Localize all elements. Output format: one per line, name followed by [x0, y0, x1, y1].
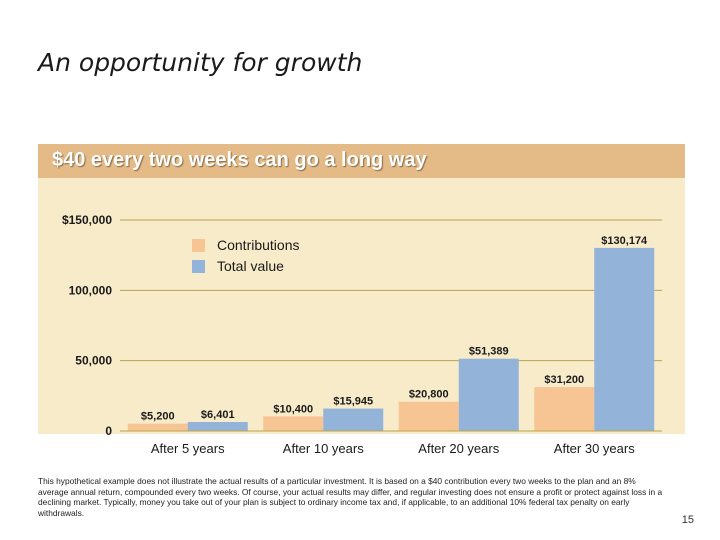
page-number: 15	[681, 514, 694, 526]
bar	[458, 358, 519, 431]
bar	[323, 408, 384, 431]
data-label: $10,400	[273, 403, 313, 415]
bar	[534, 387, 595, 431]
chart-title: $40 every two weeks can go a long way	[52, 149, 427, 171]
data-label: $15,945	[333, 396, 373, 408]
y-tick-label: 50,000	[75, 354, 112, 368]
data-label: $51,389	[469, 346, 509, 358]
bar	[398, 401, 459, 431]
y-tick-label: $150,000	[62, 213, 112, 227]
slide-title: An opportunity for growth	[38, 48, 363, 77]
y-tick-label: 0	[105, 424, 112, 438]
data-label: $5,200	[141, 411, 175, 423]
bar	[187, 421, 248, 431]
data-label: $130,174	[601, 235, 648, 247]
chart-banner: $40 every two weeks can go a long way	[38, 144, 685, 178]
x-tick-label: After 30 years	[554, 441, 635, 456]
data-label: $20,800	[409, 389, 449, 401]
x-tick-label: After 20 years	[418, 441, 499, 456]
legend-swatch	[192, 239, 205, 252]
y-tick-label: 100,000	[69, 283, 113, 297]
chart-panel: $40 every two weeks can go a long way	[38, 144, 685, 434]
x-tick-label: After 10 years	[283, 441, 364, 456]
legend-swatch	[192, 260, 205, 273]
legend-label: Total value	[217, 258, 284, 274]
data-label: $6,401	[201, 409, 235, 421]
bar	[127, 423, 188, 431]
bar	[594, 247, 655, 431]
disclaimer-text: This hypothetical example does not illus…	[38, 476, 663, 518]
legend-label: Contributions	[217, 237, 300, 253]
bar	[263, 416, 324, 431]
x-tick-label: After 5 years	[151, 441, 225, 456]
data-label: $31,200	[544, 374, 584, 386]
